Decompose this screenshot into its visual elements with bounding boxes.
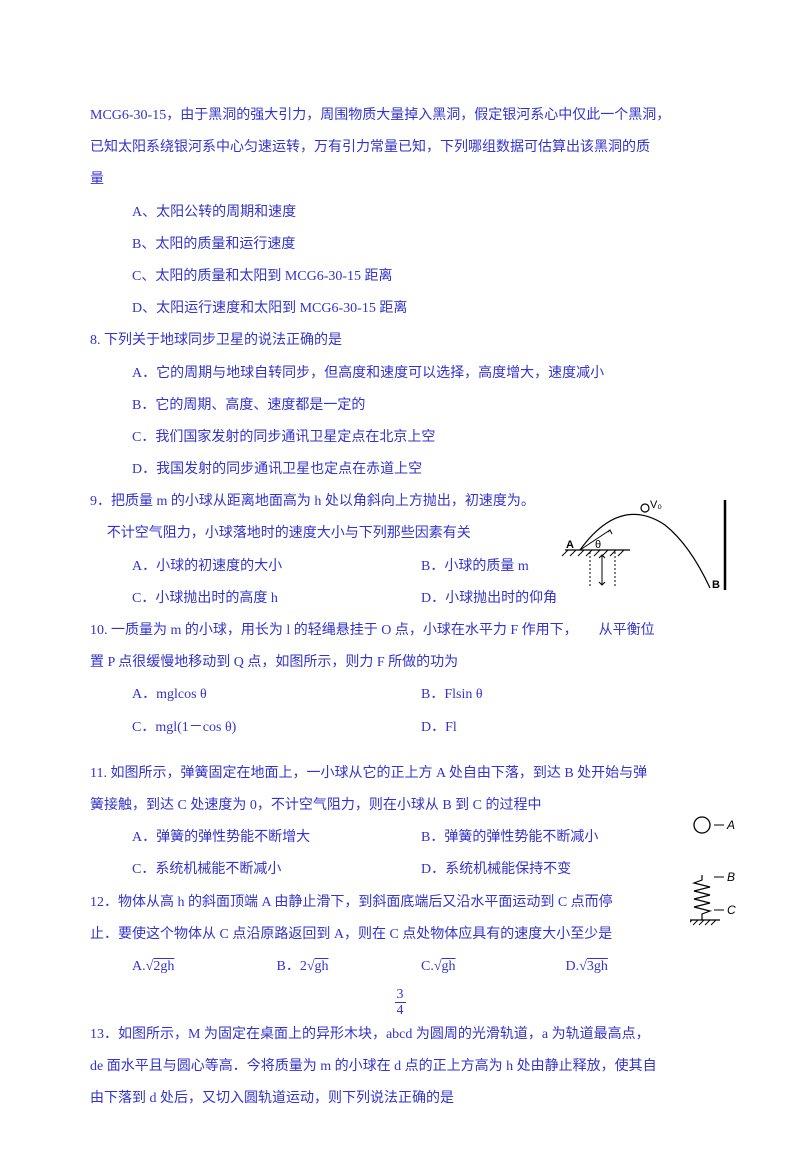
intro-line-3: 量 bbox=[90, 164, 710, 196]
intro-line-1: MCG6-30-15，由于黑洞的强大引力，周围物质大量掉入黑洞，假定银河系心中仅… bbox=[90, 100, 710, 132]
q12-a-label: A. bbox=[132, 959, 146, 974]
q11-opts-cd: C．系统机械能不断减小 D．系统机械能保持不变 bbox=[90, 854, 710, 886]
q12-opts: A.√2gh B．2√gh C.√gh D.√3gh bbox=[90, 951, 710, 983]
q11-label-a: A bbox=[726, 818, 735, 832]
document-page: MCG6-30-15，由于黑洞的强大引力，周围物质大量掉入黑洞，假定银河系心中仅… bbox=[0, 0, 800, 1155]
intro-opt-a: A、太阳公转的周期和速度 bbox=[90, 197, 710, 229]
q8-opt-a: A．它的周期与地球自转同步，但高度和速度可以选择，高度增大，速度减小 bbox=[90, 358, 710, 390]
svg-text:V₀: V₀ bbox=[650, 500, 662, 511]
q11-opts-ab: A．弹簧的弹性势能不断增大 B．弹簧的弹性势能不断减小 bbox=[90, 822, 710, 854]
q8-opt-d: D．我国发射的同步通讯卫星也定点在赤道上空 bbox=[90, 454, 710, 486]
q11-figure-icon: A B C bbox=[690, 815, 740, 935]
q13-line-1: 13．如图所示，M 为固定在桌面上的异形木块，abcd 为圆周的光滑轨道，a 为… bbox=[90, 1019, 710, 1051]
intro-line-2: 已知太阳系绕银河系中心匀速运转，万有引力常量已知，下列哪组数据可估算出该黑洞的质 bbox=[90, 132, 710, 164]
sqrt-gh2-icon: √gh bbox=[434, 959, 456, 974]
q11-label-b: B bbox=[727, 870, 735, 884]
q10-opt-b: B．Flsin θ bbox=[421, 679, 710, 711]
q8-opt-c: C．我们国家发射的同步通讯卫星定点在北京上空 bbox=[90, 422, 710, 454]
svg-text:B: B bbox=[712, 579, 720, 590]
q12-c-label: C. bbox=[421, 959, 434, 974]
sqrt-3gh-icon: √3gh bbox=[579, 959, 608, 974]
q13-line-3: 由下落到 d 处后，又切入圆轨道运动，则下列说法正确的是 bbox=[90, 1083, 710, 1115]
q9-opt-c: C．小球抛出时的高度 h bbox=[132, 583, 421, 615]
q10-opts-cd: C．mgl(1－cos θ) D．Fl bbox=[90, 712, 710, 744]
q12-opt-a: A.√2gh bbox=[132, 951, 277, 983]
q13-l1a: 13．如图所示，M 为固定在桌面上的异形木块，abcd 为 bbox=[90, 1027, 430, 1042]
q12-opt-d: D.√3gh bbox=[566, 951, 711, 983]
q9-opt-a: A．小球的初速度的大小 bbox=[132, 551, 421, 583]
q10-line-2: 置 P 点很缓慢地移动到 Q 点，如图所示，则力 F 所做的功为 bbox=[90, 647, 710, 679]
q11-opt-d: D．系统机械能保持不变 bbox=[421, 854, 710, 886]
sqrt-2gh-icon: √2gh bbox=[146, 959, 175, 974]
intro-opt-b: B、太阳的质量和运行速度 bbox=[90, 229, 710, 261]
q11-line-2: 簧接触，到达 C 处速度为 0，不计空气阻力，则在小球从 B 到 C 的过程中 bbox=[90, 790, 710, 822]
q8-stem: 8. 下列关于地球同步卫星的说法正确的是 bbox=[90, 325, 710, 357]
q12-d-label: D. bbox=[566, 959, 580, 974]
q11-opt-a: A．弹簧的弹性势能不断增大 bbox=[132, 822, 421, 854]
q13-fraction: 3 4 bbox=[90, 987, 710, 1019]
q13-line-2: de 面水平且与圆心等高．今将质量为 m 的小球在 d 点的正上方高为 h 处由… bbox=[90, 1051, 710, 1083]
frac-top: 3 bbox=[395, 987, 406, 1003]
q11-line-1: 11. 如图所示，弹簧固定在地面上，一小球从它的正上方 A 处自由下落，到达 B… bbox=[90, 758, 710, 790]
q10-opt-a: A．mglcos θ bbox=[132, 679, 421, 711]
q11-opt-c: C．系统机械能不断减小 bbox=[132, 854, 421, 886]
q11-opt-b: B．弹簧的弹性势能不断减小 bbox=[421, 822, 710, 854]
q10-line-1: 10. 一质量为 m 的小球，用长为 l 的轻绳悬挂于 O 点，小球在水平力 F… bbox=[90, 615, 710, 647]
q10-opts-ab: A．mglcos θ B．Flsin θ bbox=[90, 679, 710, 711]
q8-opt-b: B．它的周期、高度、速度都是一定的 bbox=[90, 390, 710, 422]
q10-opt-c: C．mgl(1－cos θ) bbox=[132, 712, 421, 744]
frac-bot: 4 bbox=[395, 1003, 406, 1018]
q12-opt-b: B．2√gh bbox=[277, 951, 422, 983]
q11-label-c: C bbox=[727, 903, 736, 917]
intro-opt-c: C、太阳的质量和太阳到 MCG6-30-15 距离 bbox=[90, 261, 710, 293]
q12-opt-c: C.√gh bbox=[421, 951, 566, 983]
q10-opt-d: D．Fl bbox=[421, 712, 710, 744]
svg-text:θ: θ bbox=[595, 539, 601, 551]
q9-figure-icon: V₀ θ A B bbox=[560, 500, 730, 590]
q13-l1b: 圆周的光滑轨道，a 为轨道最高点， bbox=[430, 1027, 650, 1042]
q12-line-2: 止．要使这个物体从 C 点沿原路返回到 A，则在 C 点处物体应具有的速度大小至… bbox=[90, 919, 710, 951]
svg-text:A: A bbox=[566, 539, 574, 551]
q12-b-label: B．2 bbox=[277, 959, 307, 974]
spacer bbox=[90, 744, 710, 758]
q12-line-1: 12．物体从高 h 的斜面顶端 A 由静止滑下，到斜面底端后又沿水平面运动到 C… bbox=[90, 887, 710, 919]
intro-opt-d: D、太阳运行速度和太阳到 MCG6-30-15 距离 bbox=[90, 293, 710, 325]
sqrt-gh-icon: √gh bbox=[307, 959, 329, 974]
